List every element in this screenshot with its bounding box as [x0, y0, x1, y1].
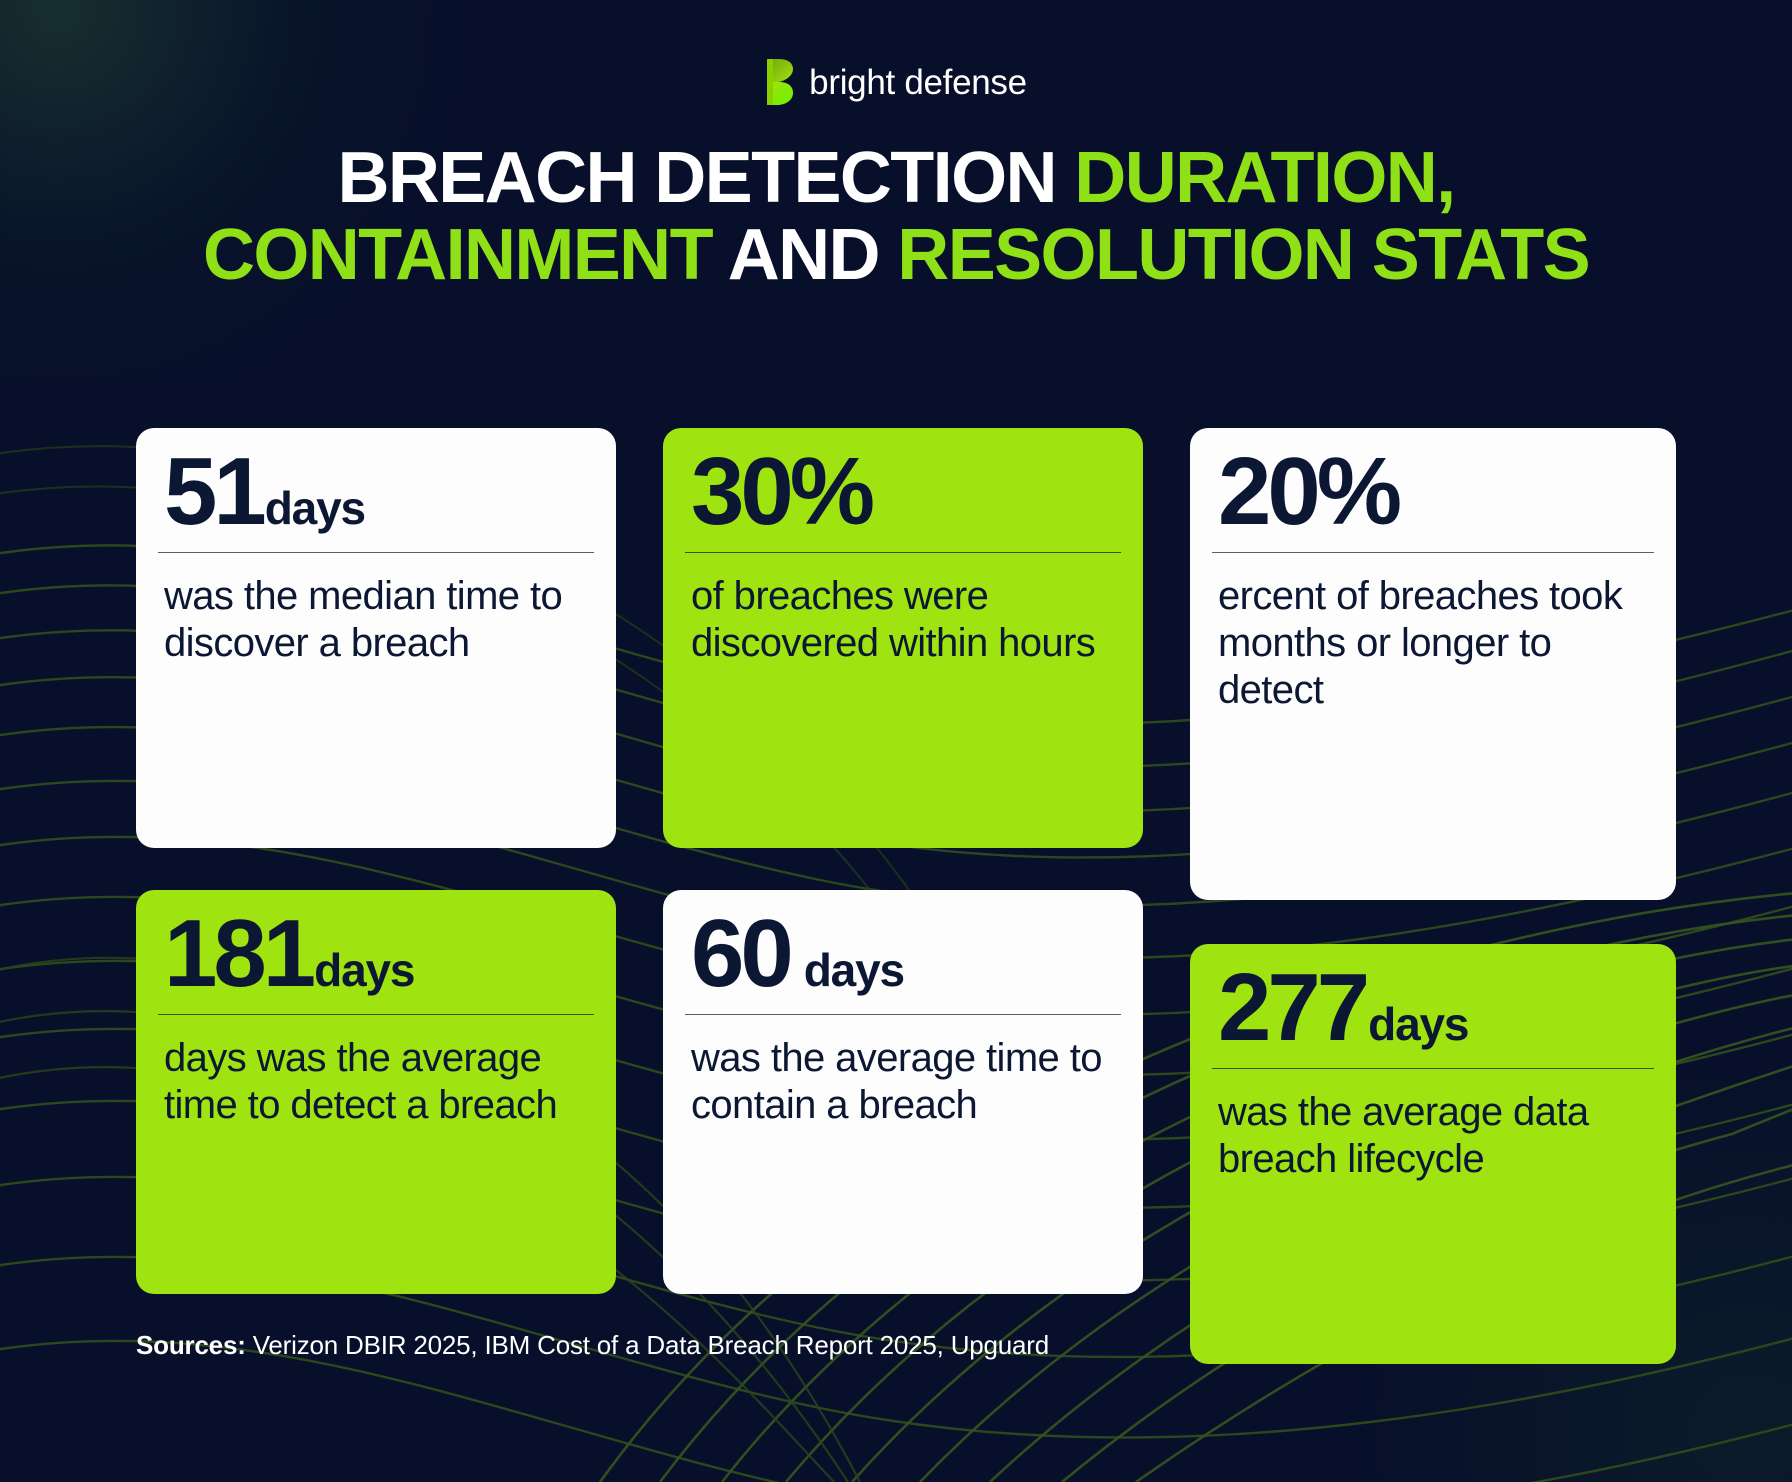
- sources-label: Sources:: [136, 1330, 246, 1360]
- stat-headline: 20%: [1190, 428, 1676, 552]
- stat-unit: days: [803, 944, 905, 996]
- stat-headline: 181 days: [136, 890, 616, 1014]
- title-line2-white: AND: [727, 215, 898, 296]
- stat-description: was the median time to discover a breach: [164, 574, 563, 665]
- stat-number: 20%: [1218, 438, 1402, 545]
- stat-unit: days: [264, 482, 366, 534]
- stat-headline: 60 days: [663, 890, 1143, 1014]
- stat-description: was the average data breach lifecycle: [1218, 1090, 1589, 1181]
- stat-card-average-time-to-detect: 181 days days was the average time to de…: [136, 890, 616, 1294]
- title-line2-green-a: CONTAINMENT: [202, 215, 728, 296]
- brand-name: bright defense: [809, 62, 1027, 102]
- stat-number: 181: [164, 900, 316, 1007]
- stat-number: 30%: [691, 438, 875, 545]
- stat-card-median-time-to-discover: 51 days was the median time to discover …: [136, 428, 616, 848]
- card-divider: [1212, 1068, 1654, 1070]
- title-line1-green: DURATION,: [1074, 138, 1456, 218]
- stat-number: 60: [691, 900, 794, 1007]
- title-line2-green-b: RESOLUTION STATS: [897, 215, 1590, 296]
- sources-line: Sources: Verizon DBIR 2025, IBM Cost of …: [136, 1330, 1049, 1361]
- stat-headline: 277 days: [1190, 944, 1676, 1068]
- page-title: BREACH DETECTION DURATION, CONTAINMENT A…: [166, 138, 1626, 294]
- card-divider: [158, 1014, 594, 1016]
- stat-card-average-time-to-contain: 60 days was the average time to contain …: [663, 890, 1143, 1294]
- stat-description: of breaches were discovered within hours: [691, 574, 1096, 665]
- stat-number: 277: [1218, 954, 1370, 1061]
- stat-headline: 30%: [663, 428, 1143, 552]
- card-divider: [1212, 552, 1654, 554]
- stat-card-average-breach-lifecycle: 277 days was the average data breach lif…: [1190, 944, 1676, 1364]
- stat-card-months-or-longer-to-detect: 20% ercent of breaches took months or lo…: [1190, 428, 1676, 900]
- stat-description: was the average time to contain a breach: [691, 1036, 1102, 1127]
- stat-number: 51: [164, 438, 267, 545]
- card-divider: [685, 552, 1121, 554]
- bright-defense-logomark-icon: [767, 59, 794, 105]
- stat-unit: days: [1368, 998, 1469, 1050]
- title-line1-white: BREACH DETECTION: [337, 138, 1075, 218]
- stat-unit: days: [314, 944, 415, 996]
- card-divider: [158, 552, 594, 554]
- stat-description: days was the average time to detect a br…: [164, 1036, 558, 1127]
- brand-logo: bright defense: [0, 58, 1792, 106]
- stat-headline: 51 days: [136, 428, 616, 552]
- sources-text: Verizon DBIR 2025, IBM Cost of a Data Br…: [245, 1330, 1050, 1360]
- title-line-2: CONTAINMENT AND RESOLUTION STATS: [166, 217, 1626, 294]
- title-line-1: BREACH DETECTION DURATION,: [166, 138, 1626, 218]
- stat-description: ercent of breaches took months or longer…: [1218, 574, 1623, 712]
- card-divider: [685, 1014, 1121, 1016]
- stat-card-discovered-within-hours: 30% of breaches were discovered within h…: [663, 428, 1143, 848]
